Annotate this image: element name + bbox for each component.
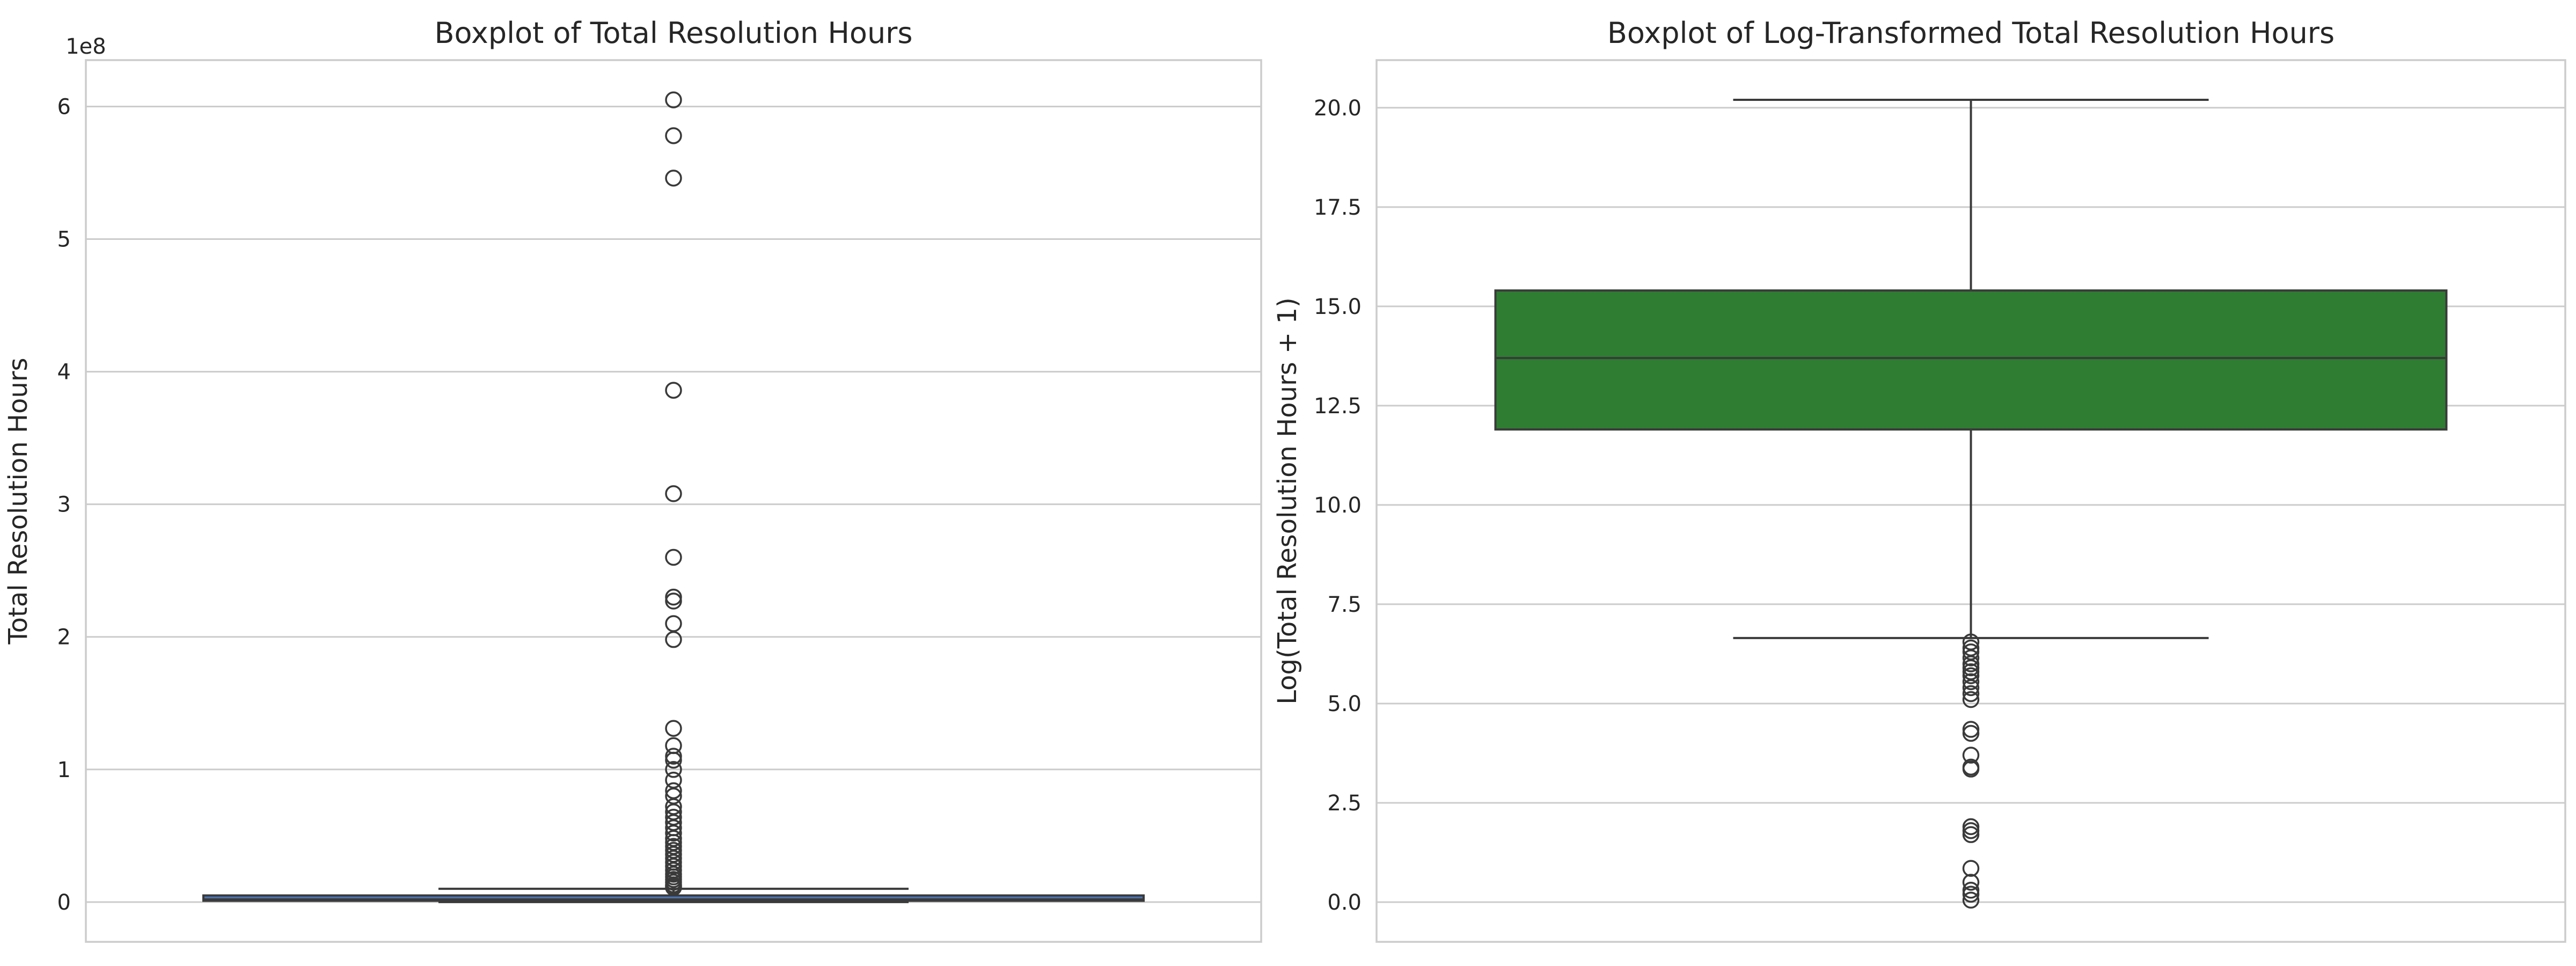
outlier-point [1962, 679, 1980, 697]
y-tick-label: 10.0 [1314, 493, 1362, 518]
outlier-point [1962, 673, 1980, 690]
outlier-point [665, 170, 682, 187]
outlier-point [1962, 691, 1980, 708]
chart-title: Boxplot of Total Resolution Hours [434, 16, 912, 50]
y-tick-label: 2.5 [1327, 791, 1362, 816]
outlier-point [665, 485, 682, 502]
outlier-point [1962, 649, 1980, 667]
outlier-point [665, 127, 682, 144]
outlier-point [665, 824, 682, 842]
outlier-point [665, 382, 682, 399]
outlier-point [1962, 860, 1980, 877]
outlier-point [1962, 818, 1980, 836]
outlier-point [665, 548, 682, 566]
left-boxplot-panel: 0 1 2 3 4 5 6 Boxplot of Total Resolution Hours… [3, 16, 1262, 943]
outlier-point [1962, 724, 1980, 742]
y-tick-label: 7.5 [1327, 592, 1362, 617]
iqr-box [1494, 289, 2448, 431]
outlier-point [1962, 667, 1980, 684]
outlier-point [1962, 655, 1980, 672]
y-tick-label: 0.0 [1327, 890, 1362, 915]
y-tick-label: 17.5 [1314, 195, 1362, 220]
outlier-point [1962, 685, 1980, 702]
outlier-point [1962, 822, 1980, 839]
outlier-point [665, 91, 682, 108]
y-axis-label: Log(Total Resolution Hours + 1) [1272, 297, 1302, 705]
y-offset-label: 1e8 [65, 34, 106, 59]
outlier-point [665, 720, 682, 737]
y-tick-label: 2 [57, 625, 71, 650]
outlier-point [1962, 747, 1980, 764]
y-tick-label: 12.5 [1314, 394, 1362, 419]
y-tick-label: 3 [57, 493, 71, 517]
y-tick-label: 6 [57, 94, 71, 119]
y-tick-label: 4 [57, 360, 71, 385]
outlier-point [665, 751, 682, 769]
outlier-point [665, 879, 682, 896]
outlier-point [665, 761, 682, 778]
outlier-point [665, 592, 682, 610]
y-tick-label: 5.0 [1327, 692, 1362, 716]
outlier-point [1962, 659, 1980, 677]
outlier-point [1962, 826, 1980, 843]
outlier-point [1962, 891, 1980, 909]
y-tick-label: 20.0 [1314, 96, 1362, 121]
outlier-point [1962, 885, 1980, 903]
plot-frame [85, 59, 1262, 943]
outlier-point [1962, 882, 1980, 899]
y-tick-label: 1 [57, 758, 71, 782]
plot-frame [1375, 59, 2566, 943]
y-tick-label: 0 [57, 890, 71, 915]
outlier-point [665, 588, 682, 606]
chart-title: Boxplot of Log-Transformed Total Resolut… [1607, 16, 2334, 50]
y-tick-label: 15.0 [1314, 295, 1362, 319]
outlier-point [665, 748, 682, 765]
outlier-point [1962, 760, 1980, 778]
right-boxplot-panel: 0.0 2.5 5.0 7.5 10.0 12.5 15.0 17.5 20.0 Boxplot … [1272, 16, 2566, 943]
outlier-point [1962, 874, 1980, 891]
outlier-point [665, 615, 682, 632]
y-axis-label: Total Resolution Hours [3, 357, 33, 645]
outlier-point [665, 631, 682, 648]
y-tick-label: 5 [57, 228, 71, 252]
outlier-point [1962, 721, 1980, 738]
